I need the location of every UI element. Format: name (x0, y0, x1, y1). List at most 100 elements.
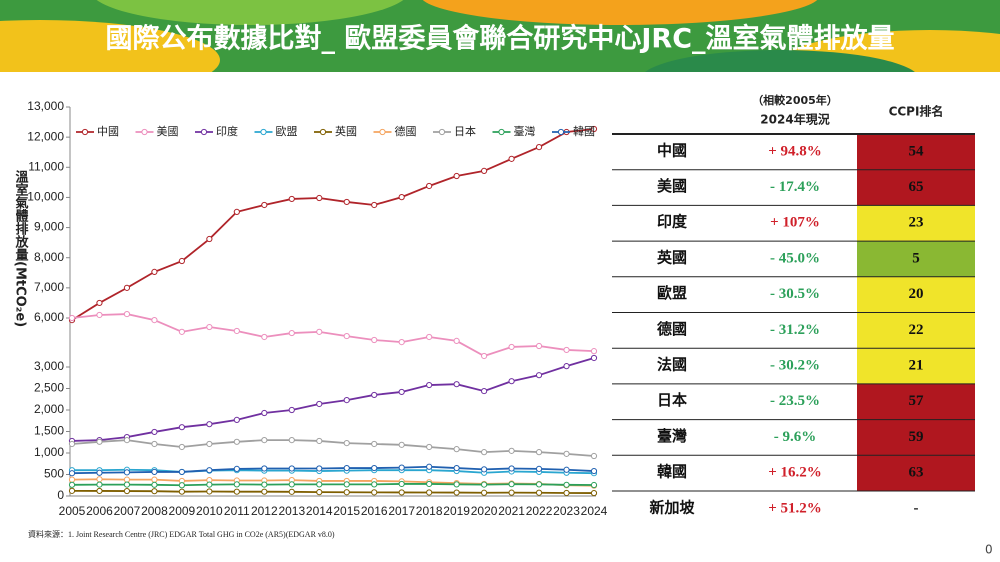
data-point (343, 481, 350, 488)
change: - 17.4% (770, 179, 820, 195)
data-point (563, 346, 570, 354)
data-point (426, 480, 433, 488)
data-point (398, 489, 405, 496)
y-tick-label: 1,000 (34, 445, 64, 459)
y-tick-label: 13,000 (27, 99, 64, 113)
legend-label: 印度 (216, 124, 238, 138)
data-point (123, 437, 131, 444)
country: 韓國 (657, 463, 687, 481)
data-point (563, 466, 570, 473)
data-point (178, 424, 185, 431)
y-tick-label: 8,000 (34, 250, 64, 264)
x-tick-label: 2019 (443, 504, 470, 518)
data-point (481, 167, 488, 175)
data-point (151, 476, 158, 483)
data-point (288, 329, 295, 337)
legend-label: 歐盟 (276, 124, 298, 138)
country: 中國 (657, 141, 687, 159)
data-point (96, 299, 103, 307)
data-point (288, 481, 295, 488)
data-point (233, 488, 240, 495)
rank-cell (857, 348, 975, 384)
rank: 21 (909, 357, 924, 373)
data-point (398, 194, 405, 201)
legend-label: 德國 (395, 124, 417, 138)
x-tick-label: 2022 (526, 504, 553, 518)
data-point (535, 449, 543, 456)
data-point (261, 409, 268, 417)
series-line (72, 468, 595, 475)
legend-marker (319, 128, 327, 136)
data-point (123, 284, 131, 291)
rank: 63 (909, 465, 924, 481)
change: + 16.2% (768, 465, 822, 481)
x-tick-label: 2023 (553, 504, 580, 518)
y-tick-label: 6,000 (34, 310, 64, 324)
data-point (453, 337, 460, 345)
legend-marker (141, 128, 148, 136)
banner (0, 0, 1000, 72)
data-point (288, 437, 295, 444)
legend-marker (81, 128, 89, 136)
rank-cell (857, 134, 975, 170)
data-point (508, 155, 515, 162)
rank: 65 (909, 179, 924, 195)
data-point (123, 481, 131, 488)
rank: - (914, 500, 919, 516)
data-point (535, 342, 543, 350)
table-header: CCPI排名 (889, 104, 944, 119)
data-point (96, 487, 103, 495)
change: - 23.5% (770, 393, 820, 409)
table-header-note: （相較2005年） (752, 93, 838, 107)
y-tick-label: 500 (44, 467, 64, 481)
data-point (453, 172, 460, 180)
series-line (71, 128, 595, 321)
data-point (233, 465, 240, 473)
rank-cell (857, 205, 975, 242)
data-point (316, 400, 323, 408)
data-point (508, 447, 515, 454)
series-line (71, 465, 595, 475)
rank: 23 (909, 215, 924, 231)
country: 新加坡 (649, 498, 694, 516)
x-tick-label: 2020 (471, 504, 498, 518)
data-point (590, 467, 598, 475)
legend-marker (438, 128, 446, 136)
data-point (508, 481, 515, 488)
data-point (96, 469, 103, 476)
change: - 30.5% (770, 286, 820, 302)
data-point (453, 489, 460, 496)
data-point (508, 343, 515, 351)
x-tick-label: 2011 (224, 504, 250, 518)
data-point (316, 328, 323, 335)
rank: 59 (909, 429, 924, 445)
data-point (398, 480, 405, 488)
data-point (316, 489, 323, 496)
y-axis-label: 溫室氣體排放量(MtCO₂e) (13, 170, 30, 327)
data-point (123, 310, 131, 318)
y-tick-label: 7,000 (34, 280, 64, 294)
change: + 107% (770, 215, 820, 231)
data-point (178, 482, 185, 489)
change: + 94.8% (768, 143, 822, 159)
data-point (68, 476, 76, 483)
data-point (261, 465, 268, 472)
data-point (426, 489, 433, 496)
country: 法國 (657, 355, 687, 373)
data-point (453, 381, 460, 388)
x-tick-label: 2005 (59, 504, 86, 518)
data-point (316, 465, 323, 472)
x-tick-label: 2021 (498, 504, 525, 518)
country: 日本 (657, 391, 687, 409)
data-point (316, 437, 323, 445)
data-point (206, 481, 213, 488)
data-point (288, 488, 295, 495)
x-tick-label: 2018 (416, 504, 443, 518)
data-point (151, 481, 158, 488)
data-point (206, 488, 213, 495)
data-point (178, 443, 185, 451)
data-point (590, 125, 598, 133)
data-point (96, 476, 103, 483)
data-point (535, 489, 543, 496)
y-tick-label: 12,000 (27, 129, 64, 143)
